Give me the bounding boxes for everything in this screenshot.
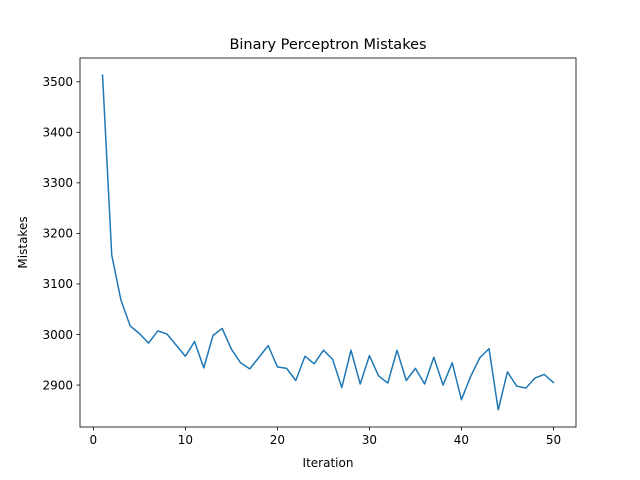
y-axis-title: Mistakes xyxy=(16,216,30,268)
x-tick-label: 10 xyxy=(178,433,193,447)
y-tick-label: 3300 xyxy=(42,176,73,190)
mistakes-series-line xyxy=(101,74,555,411)
axes-frame xyxy=(79,57,577,428)
y-tick-label: 3400 xyxy=(42,126,73,140)
x-tick-label: 20 xyxy=(270,433,285,447)
y-tick-label: 3500 xyxy=(42,75,73,89)
plot-area xyxy=(101,74,555,411)
y-tick-label: 3000 xyxy=(42,328,73,342)
y-tick-label: 3100 xyxy=(42,277,73,291)
x-tick-label: 0 xyxy=(90,433,98,447)
x-axis: 0 10 20 30 40 50 xyxy=(90,427,561,447)
x-tick-label: 30 xyxy=(362,433,377,447)
x-tick-label: 40 xyxy=(454,433,469,447)
x-axis-title: Iteration xyxy=(303,456,354,470)
chart-title: Binary Perceptron Mistakes xyxy=(229,37,426,53)
y-axis: 2900 3000 3100 3200 3300 3400 3500 xyxy=(42,75,80,392)
x-tick-label: 50 xyxy=(546,433,561,447)
y-tick-label: 2900 xyxy=(42,378,73,392)
y-tick-label: 3200 xyxy=(42,227,73,241)
